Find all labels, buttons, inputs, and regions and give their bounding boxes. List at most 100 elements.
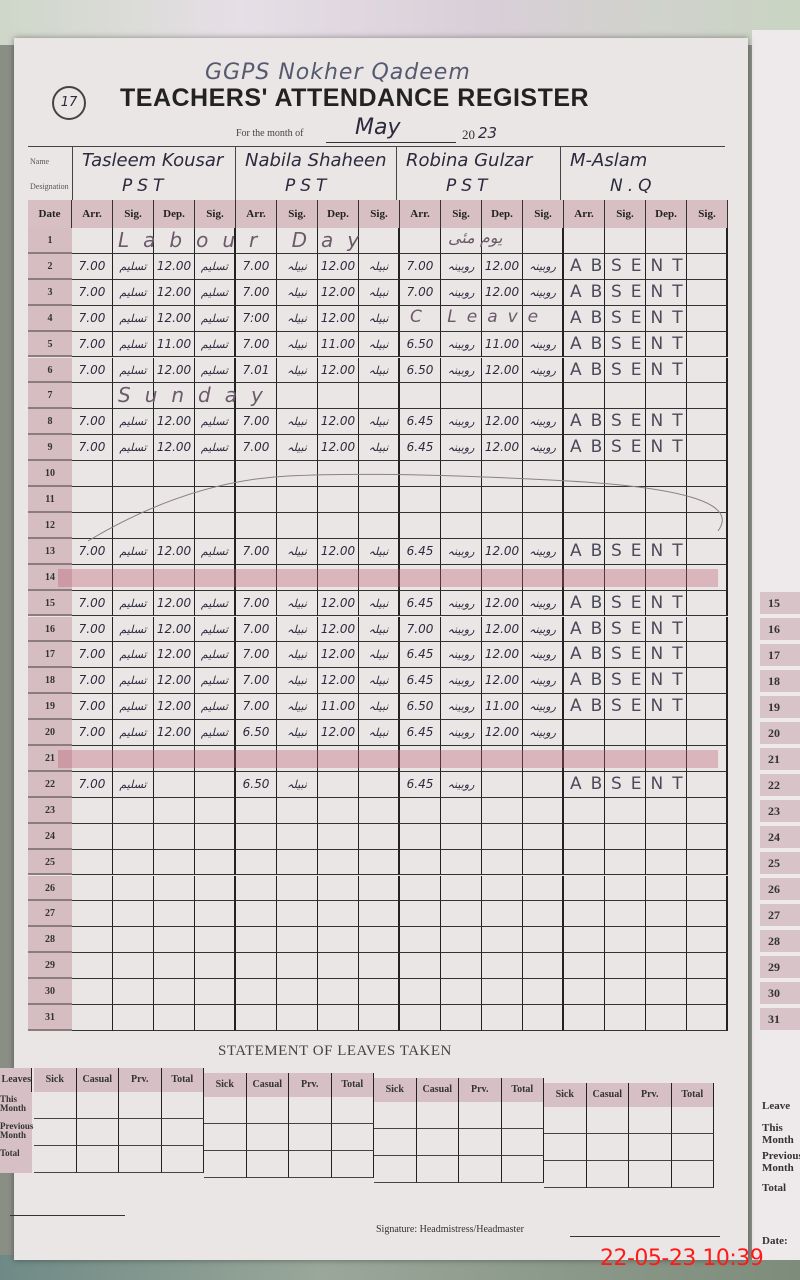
table-cell (646, 228, 687, 254)
table-cell: 12.00 (318, 616, 359, 643)
table-cell: 12.00 (318, 357, 359, 384)
table-cell (72, 953, 113, 980)
table-cell (318, 487, 359, 513)
table-cell (113, 383, 154, 410)
table-cell: تسلیم (113, 409, 154, 436)
table-cell (687, 357, 728, 384)
date-cell: 31 (28, 1005, 72, 1031)
table-cell: تسلیم (113, 616, 154, 643)
table-cell (277, 1005, 318, 1031)
table-cell: 7.00 (72, 253, 113, 280)
table-cell: تسلیم (113, 642, 154, 669)
table-cell (277, 849, 318, 876)
side-label: Leave (762, 1100, 791, 1112)
table-cell (646, 487, 687, 513)
table-cell: تسلیم (113, 590, 154, 617)
table-cell (523, 797, 564, 824)
table-cell (687, 305, 728, 332)
table-cell: نبیلہ (277, 668, 318, 695)
table-cell (236, 849, 277, 876)
table-cell: 12.00 (318, 538, 359, 565)
table-cell: تسلیم (113, 253, 154, 280)
month-value: May (355, 115, 401, 140)
table-cell: روبینہ (441, 771, 482, 798)
table-cell: 12.00 (154, 668, 195, 695)
table-cell (154, 979, 195, 1005)
month-label: For the month of (236, 128, 304, 139)
table-cell: 7.00 (72, 668, 113, 695)
table-cell: 6.45 (400, 771, 441, 798)
table-cell (400, 228, 441, 254)
table-cell (646, 279, 687, 306)
leaves-cell (671, 1107, 714, 1134)
table-cell (154, 823, 195, 850)
table-cell (359, 849, 400, 876)
table-cell (646, 409, 687, 436)
side-date: 21 (760, 748, 800, 770)
leave-note: C Leave (410, 306, 549, 327)
column-header: Dep. (482, 200, 523, 228)
table-cell (523, 901, 564, 928)
leaves-cell (629, 1161, 672, 1188)
table-cell (605, 435, 646, 462)
date-cell: 29 (28, 953, 72, 980)
table-cell (318, 771, 359, 798)
table-cell: 6.45 (400, 409, 441, 436)
leaves-cell (586, 1107, 629, 1134)
table-cell: 7.00 (72, 616, 113, 643)
table-cell: نبیلہ (359, 694, 400, 721)
background-top (0, 0, 800, 45)
table-cell (687, 435, 728, 462)
table-cell (72, 901, 113, 928)
table-cell (523, 875, 564, 902)
table-cell: 12.00 (154, 616, 195, 643)
table-cell: 12.00 (482, 538, 523, 565)
side-date: 18 (760, 670, 800, 692)
table-cell (564, 228, 605, 254)
designation-label: Designation (30, 182, 69, 191)
table-cell (359, 228, 400, 254)
leaves-row-label: This Month (0, 1092, 32, 1119)
absent-mark: ABSENT (570, 618, 692, 639)
table-cell: روبینہ (523, 253, 564, 280)
table-cell (400, 305, 441, 332)
table-cell (72, 487, 113, 513)
table-cell (646, 435, 687, 462)
leaves-cell (331, 1151, 374, 1178)
date-cell: 20 (28, 720, 72, 746)
leaves-cell (416, 1129, 459, 1156)
table-cell: روبینہ (523, 590, 564, 617)
signature-label: Signature: Headmistress/Headmaster (376, 1224, 525, 1235)
date-cell: 12 (28, 512, 72, 539)
table-cell (359, 564, 400, 591)
table-cell (195, 487, 236, 513)
leaves-cell (204, 1151, 247, 1178)
table-cell (605, 1005, 646, 1031)
table-cell (687, 512, 728, 539)
table-cell (195, 564, 236, 591)
column-header: Sig. (605, 200, 646, 228)
leaves-row-label: Total (0, 1146, 32, 1173)
table-cell (687, 953, 728, 980)
table-cell (400, 512, 441, 539)
table-cell: 7.00 (236, 409, 277, 436)
absent-mark: ABSENT (570, 540, 692, 561)
table-cell (605, 461, 646, 487)
table-cell (646, 538, 687, 565)
table-cell: تسلیم (195, 435, 236, 462)
table-cell: روبینہ (523, 538, 564, 565)
table-cell (441, 875, 482, 902)
date-cell: 2 (28, 253, 72, 280)
leaves-cell (671, 1161, 714, 1188)
table-cell: 12.00 (154, 305, 195, 332)
table-cell (523, 1005, 564, 1031)
table-cell (605, 642, 646, 669)
table-cell (564, 435, 605, 462)
table-cell (605, 357, 646, 384)
table-cell (72, 797, 113, 824)
table-cell: 7.00 (236, 253, 277, 280)
table-cell: روبینہ (441, 590, 482, 617)
table-cell (154, 487, 195, 513)
table-cell (113, 228, 154, 254)
table-cell: 7.00 (236, 279, 277, 306)
